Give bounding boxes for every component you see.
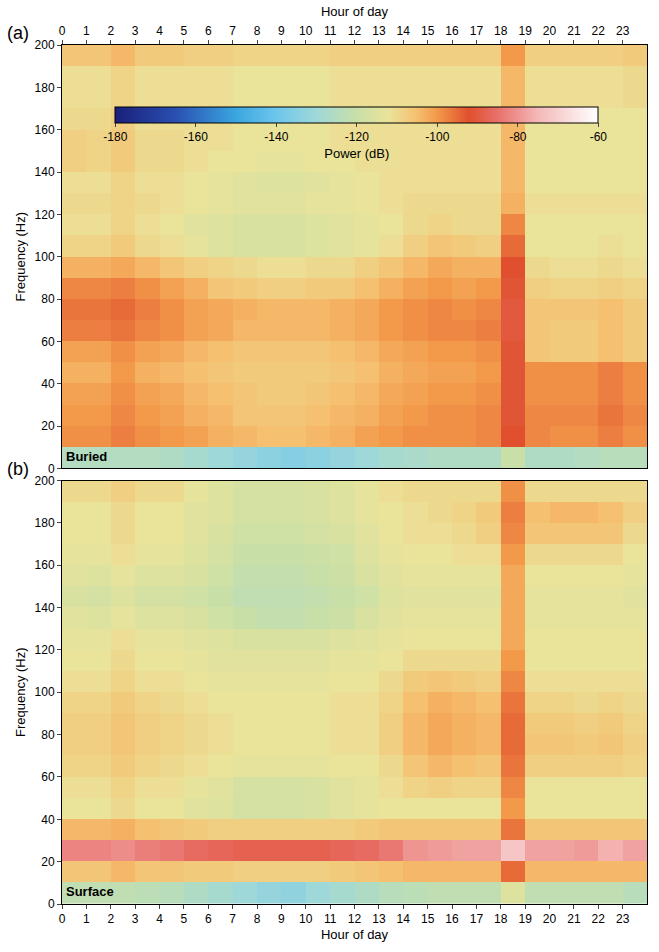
svg-text:7: 7 [229,912,236,926]
svg-text:-160: -160 [184,130,208,144]
svg-text:10: 10 [299,24,313,38]
svg-text:12: 12 [348,912,362,926]
svg-text:15: 15 [421,912,435,926]
svg-text:9: 9 [278,24,285,38]
svg-text:-80: -80 [509,130,527,144]
svg-text:8: 8 [254,24,261,38]
svg-text:11: 11 [324,24,337,38]
svg-text:Frequency (Hz): Frequency (Hz) [13,212,28,302]
svg-text:100: 100 [35,250,55,264]
svg-text:80: 80 [41,728,55,742]
svg-text:5: 5 [181,912,188,926]
svg-text:15: 15 [421,24,435,38]
svg-text:0: 0 [48,897,55,911]
svg-text:17: 17 [470,912,484,926]
svg-text:18: 18 [494,24,508,38]
svg-text:0: 0 [59,24,66,38]
svg-text:7: 7 [229,24,236,38]
svg-text:14: 14 [397,24,411,38]
svg-text:16: 16 [445,24,459,38]
svg-text:2: 2 [107,912,114,926]
svg-text:23: 23 [616,912,630,926]
svg-text:Hour of day: Hour of day [321,927,389,942]
svg-text:5: 5 [181,24,188,38]
svg-text:(a): (a) [7,23,29,43]
svg-text:120: 120 [35,208,55,222]
svg-text:11: 11 [324,912,337,926]
svg-text:Power (dB): Power (dB) [324,146,389,161]
svg-text:6: 6 [205,24,212,38]
svg-text:140: 140 [35,165,55,179]
svg-text:0: 0 [59,912,66,926]
svg-text:60: 60 [41,770,55,784]
svg-text:20: 20 [41,855,55,869]
svg-text:160: 160 [35,123,55,137]
svg-text:-60: -60 [590,130,608,144]
svg-text:13: 13 [372,912,386,926]
svg-text:40: 40 [41,813,55,827]
svg-text:22: 22 [592,912,606,926]
svg-text:-100: -100 [425,130,449,144]
svg-text:(b): (b) [7,459,29,479]
svg-text:21: 21 [567,912,581,926]
svg-text:16: 16 [445,912,459,926]
svg-text:200: 200 [35,474,55,488]
svg-text:-120: -120 [345,130,369,144]
svg-text:12: 12 [348,24,362,38]
svg-text:80: 80 [41,292,55,306]
svg-text:100: 100 [35,685,55,699]
svg-text:20: 20 [41,419,55,433]
svg-text:4: 4 [156,912,163,926]
svg-text:10: 10 [299,912,313,926]
svg-text:2: 2 [107,24,114,38]
svg-text:8: 8 [254,912,261,926]
svg-text:0: 0 [48,462,55,476]
svg-text:22: 22 [592,24,606,38]
svg-text:9: 9 [278,912,285,926]
svg-text:19: 19 [518,912,532,926]
svg-text:Buried: Buried [66,449,107,464]
svg-text:200: 200 [35,38,55,52]
svg-text:4: 4 [156,24,163,38]
svg-text:180: 180 [35,516,55,530]
svg-text:1: 1 [83,24,90,38]
svg-text:23: 23 [616,24,630,38]
svg-text:Surface: Surface [66,884,114,899]
svg-text:17: 17 [470,24,484,38]
svg-text:-140: -140 [264,130,288,144]
svg-text:1: 1 [83,912,90,926]
svg-text:Frequency (Hz): Frequency (Hz) [13,647,28,737]
svg-text:20: 20 [543,24,557,38]
svg-text:180: 180 [35,81,55,95]
svg-text:13: 13 [372,24,386,38]
svg-text:-180: -180 [103,130,127,144]
svg-text:40: 40 [41,377,55,391]
svg-text:120: 120 [35,643,55,657]
svg-text:6: 6 [205,912,212,926]
svg-text:19: 19 [518,24,532,38]
svg-text:21: 21 [567,24,581,38]
svg-text:160: 160 [35,558,55,572]
svg-text:Hour of day: Hour of day [321,4,389,19]
svg-text:18: 18 [494,912,508,926]
svg-text:14: 14 [397,912,411,926]
svg-text:3: 3 [132,24,139,38]
svg-text:20: 20 [543,912,557,926]
svg-text:140: 140 [35,601,55,615]
svg-text:3: 3 [132,912,139,926]
svg-text:60: 60 [41,335,55,349]
